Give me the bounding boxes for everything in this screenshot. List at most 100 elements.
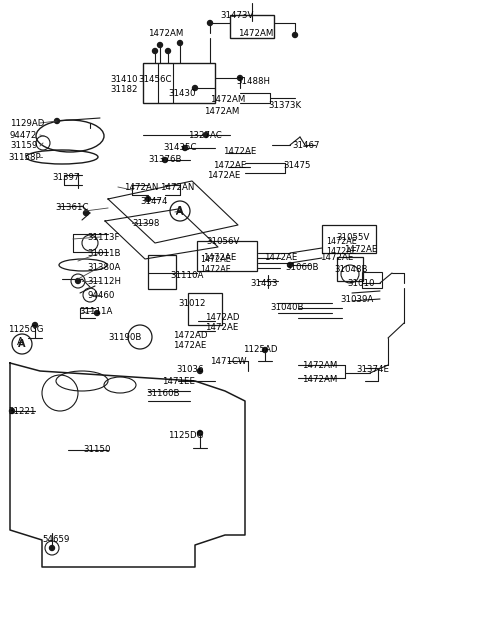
Text: 31150: 31150 [83, 446, 110, 454]
Circle shape [197, 368, 203, 373]
Text: 31376B: 31376B [148, 156, 181, 165]
Text: 1471CW: 1471CW [210, 356, 247, 365]
Text: 1472AE: 1472AE [213, 161, 246, 170]
Text: 31113F: 31113F [87, 232, 120, 242]
Text: 31158P: 31158P [8, 153, 41, 161]
Text: 31036: 31036 [176, 365, 204, 375]
Text: 1472AM: 1472AM [302, 361, 337, 370]
Text: 1472AE: 1472AE [203, 253, 236, 261]
Text: A: A [176, 206, 184, 216]
Circle shape [182, 146, 188, 151]
Text: 1472AE: 1472AE [264, 253, 298, 261]
Circle shape [163, 158, 168, 163]
Text: 1472AE: 1472AE [173, 341, 206, 349]
Text: 1472AN: 1472AN [160, 182, 194, 192]
Text: 31011B: 31011B [87, 249, 120, 258]
Text: 31182: 31182 [110, 85, 137, 94]
Circle shape [153, 49, 157, 54]
Bar [322, 225, 376, 253]
Text: 1472AE: 1472AE [326, 246, 357, 256]
Text: 1327AC: 1327AC [188, 130, 222, 139]
Circle shape [178, 41, 182, 46]
Text: 31111A: 31111A [79, 306, 112, 315]
Text: 31060B: 31060B [285, 263, 319, 272]
Text: 1472AE: 1472AE [200, 254, 231, 263]
Circle shape [157, 42, 163, 47]
Text: 1125AD: 1125AD [243, 346, 277, 354]
Circle shape [10, 408, 14, 413]
Text: 31039A: 31039A [340, 294, 373, 303]
Text: 31012: 31012 [178, 299, 205, 308]
Text: 1472AE: 1472AE [223, 146, 256, 156]
Circle shape [75, 279, 81, 284]
Circle shape [197, 430, 203, 436]
Text: 31374E: 31374E [356, 365, 389, 375]
Circle shape [49, 546, 55, 551]
Text: 31048B: 31048B [334, 265, 368, 275]
Text: 1472AM: 1472AM [210, 96, 245, 104]
Text: 31380A: 31380A [87, 263, 120, 272]
Text: 31435C: 31435C [163, 144, 196, 153]
Text: 31110A: 31110A [170, 272, 204, 280]
Bar [362, 272, 382, 288]
Circle shape [292, 32, 298, 37]
Text: 31010: 31010 [347, 279, 374, 287]
Text: 31361C: 31361C [55, 203, 88, 213]
Text: 1472AE: 1472AE [344, 246, 377, 254]
Bar [337, 257, 363, 281]
Circle shape [84, 211, 88, 215]
Text: 1472AD: 1472AD [173, 330, 207, 339]
Text: 1472AM: 1472AM [148, 28, 183, 37]
Text: 31373K: 31373K [268, 101, 301, 111]
Circle shape [204, 132, 208, 137]
Text: 1472AE: 1472AE [205, 323, 239, 332]
Text: 31221: 31221 [8, 406, 36, 415]
Text: 1471EE: 1471EE [162, 377, 195, 385]
Text: 1472AN: 1472AN [124, 182, 158, 192]
Text: 31474: 31474 [140, 196, 168, 206]
Circle shape [55, 118, 60, 123]
Text: A: A [18, 339, 26, 349]
Text: 1472AE: 1472AE [320, 253, 353, 261]
Text: 1472AD: 1472AD [205, 313, 240, 322]
Text: 31056V: 31056V [206, 237, 240, 246]
Text: 31456C: 31456C [138, 75, 171, 84]
Text: 31190B: 31190B [108, 332, 142, 341]
Text: 31160B: 31160B [146, 389, 180, 398]
Text: 1125DG: 1125DG [168, 430, 204, 439]
Text: 54659: 54659 [42, 536, 70, 544]
Bar [148, 255, 176, 289]
Text: 1125GG: 1125GG [8, 325, 44, 334]
Bar [230, 15, 274, 38]
Text: 31410: 31410 [110, 75, 137, 84]
Circle shape [288, 263, 292, 268]
Bar [197, 241, 257, 271]
Text: 1472AE: 1472AE [326, 237, 357, 246]
Circle shape [192, 85, 197, 91]
Text: 31055V: 31055V [336, 232, 370, 242]
Bar [143, 63, 215, 103]
Text: 31159: 31159 [10, 142, 37, 151]
Text: 31453: 31453 [250, 280, 277, 289]
Text: A: A [176, 207, 183, 217]
Circle shape [263, 348, 267, 353]
Text: 94472: 94472 [10, 130, 37, 139]
Text: 1472AM: 1472AM [204, 106, 240, 115]
Circle shape [145, 196, 151, 201]
Text: 31488H: 31488H [236, 77, 270, 87]
Text: 31475: 31475 [283, 161, 311, 170]
Circle shape [166, 49, 170, 54]
Text: 1129AD: 1129AD [10, 118, 44, 127]
Text: 1472AE: 1472AE [200, 265, 231, 273]
Circle shape [33, 322, 37, 327]
Text: 31467: 31467 [292, 142, 320, 151]
Text: A: A [17, 337, 24, 347]
Circle shape [95, 311, 99, 315]
Text: 31473V: 31473V [220, 11, 253, 20]
Text: 31040B: 31040B [270, 303, 303, 311]
Text: 1472AE: 1472AE [207, 172, 240, 180]
Text: 31112H: 31112H [87, 277, 121, 285]
Text: 1472AM: 1472AM [238, 28, 274, 37]
Text: 31430: 31430 [168, 89, 195, 97]
Circle shape [238, 75, 242, 80]
